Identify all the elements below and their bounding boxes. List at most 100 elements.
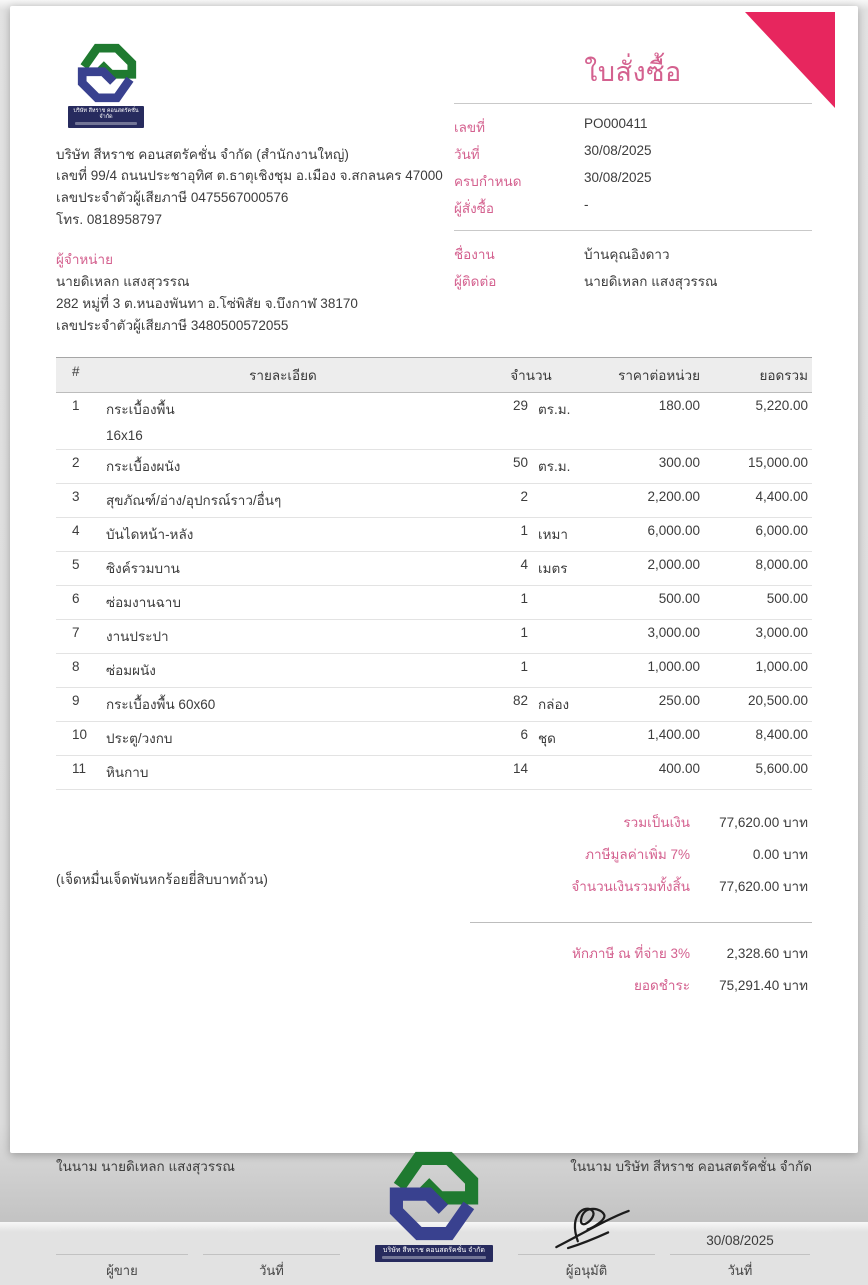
vendor-name: นายดิเหลก แสงสุวรรณ [56,273,190,289]
totals-column: รวมเป็นเงิน 77,620.00 บาท ภาษีมูลค่าเพิ่… [470,806,812,1001]
item-no: 11 [72,761,87,776]
item-unit-price: 2,200.00 [647,489,700,504]
item-description: งานประปา [96,625,470,647]
item-amount: 15,000.00 [747,455,808,470]
job-info-value: บ้านคุณอิงดาว [584,246,670,262]
document-title: ใบสั่งซื้อ [584,57,682,87]
table-row: 1 กระเบื้องพื้น 16x16 29 ตร.ม. 180.00 5,… [56,393,812,450]
item-description: ประตู/วงกบ [96,727,470,749]
signature-row: ผู้ขาย วันที่ ผู้อนุมัติ [56,1207,812,1281]
approver-signature-icon [554,1207,630,1249]
item-unit-price: 250.00 [658,693,700,708]
item-quantity: 50 [512,455,528,470]
item-amount: 3,000.00 [755,625,808,640]
item-no: 10 [72,727,88,742]
col-header-total: ยอดรวม [759,367,808,383]
totals-label: ยอดชำระ [633,977,690,993]
totals-row: จำนวนเงินรวมทั้งสิ้น 77,620.00 บาท [470,870,812,902]
item-description-line1: หินกาบ [106,765,149,780]
doc-info-row: วันที่ 30/08/2025 [454,140,812,167]
items-table-header: # รายละเอียด จำนวน ราคาต่อหน่วย ยอดรวม [56,356,812,393]
job-info-value: นายดิเหลก แสงสุวรรณ [584,273,718,289]
table-row: 7 งานประปา 1 3,000.00 3,000.00 [56,620,812,654]
item-description-line1: ซิงค์รวมบาน [106,561,180,576]
item-description: ซิงค์รวมบาน [96,557,470,579]
doc-info-row: ครบกำหนด 30/08/2025 [454,167,812,194]
amount-in-words: (เจ็ดหมื่นเจ็ดพันหกร้อยยี่สิบบาทถ้วน) [56,871,268,887]
totals-row: ภาษีมูลค่าเพิ่ม 7% 0.00 บาท [470,838,812,870]
doc-info-rows: เลขที่ PO000411 วันที่ 30/08/2025 ครบกำห… [454,104,812,230]
table-row: 9 กระเบื้องพื้น 60x60 82 กล่อง 250.00 20… [56,688,812,722]
item-quantity: 1 [520,625,528,640]
item-amount: 6,000.00 [755,523,808,538]
doc-info-value: 30/08/2025 [584,169,652,185]
item-amount: 500.00 [766,591,808,606]
item-description: หินกาบ [96,761,470,783]
item-description-line1: ซ่อมผนัง [106,663,156,678]
company-address: เลขที่ 99/4 ถนนประชาอุทิศ ต.ธาตุเชิงชุม … [56,168,443,184]
vendor-tax-id: เลขประจำตัวผู้เสียภาษี 3480500572055 [56,317,289,333]
item-unit: กล่อง [538,697,570,712]
item-unit-price: 1,000.00 [647,659,700,674]
item-quantity: 6 [520,727,528,742]
vendor-info: ผู้จำหน่าย นายดิเหลก แสงสุวรรณ 282 หมู่ท… [56,249,454,336]
item-quantity: 82 [512,693,528,708]
item-description-line1: งานประปา [106,629,169,644]
item-amount: 1,000.00 [755,659,808,674]
col-header-unit-price: ราคาต่อหน่วย [618,367,700,383]
totals-label: หักภาษี ณ ที่จ่าย 3% [571,945,690,961]
job-info-label: ชื่องาน [454,246,495,262]
item-no: 9 [72,693,80,708]
table-row: 10 ประตู/วงกบ 6 ชุด 1,400.00 8,400.00 [56,722,812,756]
item-description: กระเบื้องพื้น 16x16 [96,398,470,443]
table-row: 6 ซ่อมงานฉาบ 1 500.00 500.00 [56,586,812,620]
logo-banner: บริษัท สีหราช คอนสตรัคชั่น จำกัด [68,106,144,128]
table-row: 4 บันไดหน้า-หลัง 1 เหมา 6,000.00 6,000.0… [56,518,812,552]
item-description-line1: ซ่อมงานฉาบ [106,595,181,610]
doc-info-value: 30/08/2025 [584,142,652,158]
job-info-label: ผู้ติดต่อ [454,273,497,289]
totals-value: 77,620.00 บาท [719,814,808,830]
item-quantity: 2 [520,489,528,504]
approver-signature-label: ผู้อนุมัติ [565,1262,608,1278]
item-amount: 5,600.00 [755,761,808,776]
seller-signature-label: ผู้ขาย [106,1262,138,1278]
item-description: ซ่อมงานฉาบ [96,591,470,613]
totals-value: 0.00 บาท [752,846,808,862]
items-table: # รายละเอียด จำนวน ราคาต่อหน่วย ยอดรวม 1… [56,356,812,790]
item-description-line2: 16x16 [106,428,143,443]
item-unit-price: 500.00 [658,591,700,606]
company-phone: โทร. 0818958797 [56,212,162,228]
table-row: 5 ซิงค์รวมบาน 4 เมตร 2,000.00 8,000.00 [56,552,812,586]
item-unit: ตร.ม. [538,459,571,474]
item-no: 5 [72,557,80,572]
item-quantity: 29 [512,398,528,413]
item-unit-price: 6,000.00 [647,523,700,538]
approval-date: 30/08/2025 [706,1232,774,1248]
seller-date-label: วันที่ [259,1262,284,1278]
item-description: ซ่อมผนัง [96,659,470,681]
job-info-row: ผู้ติดต่อ นายดิเหลก แสงสุวรรณ [454,267,812,294]
doc-info-label: วันที่ [454,146,480,162]
totals-value: 2,328.60 บาท [726,945,808,961]
item-unit-price: 1,400.00 [647,727,700,742]
header: บริษัท สีหราช คอนสตรัคชั่น จำกัด บริษัท … [56,42,812,337]
job-info-rows: ชื่องาน บ้านคุณอิงดาว ผู้ติดต่อ นายดิเหล… [454,231,812,303]
item-no: 8 [72,659,80,674]
item-description: สุขภัณฑ์/อ่าง/อุปกรณ์ราว/อื่นๆ [96,489,470,511]
logo-banner-text: บริษัท สีหราช คอนสตรัคชั่น จำกัด [73,108,139,121]
totals-label: จำนวนเงินรวมทั้งสิ้น [571,878,690,894]
item-description-line1: กระเบื้องพื้น 60x60 [106,697,216,712]
totals-label: ภาษีมูลค่าเพิ่ม 7% [585,846,690,862]
table-row: 8 ซ่อมผนัง 1 1,000.00 1,000.00 [56,654,812,688]
item-description-line1: กระเบื้องผนัง [106,459,181,474]
doc-info-label: ครบกำหนด [454,173,522,189]
signature-footer: ในนาม นายดิเหลก แสงสุวรรณ ในนาม บริษัท ส… [56,1151,812,1285]
item-unit: ชุด [538,731,556,746]
item-amount: 4,400.00 [755,489,808,504]
item-no: 1 [72,398,80,413]
item-description-line1: ประตู/วงกบ [106,731,173,746]
totals-group2: หักภาษี ณ ที่จ่าย 3% 2,328.60 บาท ยอดชำร… [470,937,812,1001]
purchase-order-page: บริษัท สีหราช คอนสตรัคชั่น จำกัด บริษัท … [10,6,858,1278]
item-amount: 5,220.00 [755,398,808,413]
